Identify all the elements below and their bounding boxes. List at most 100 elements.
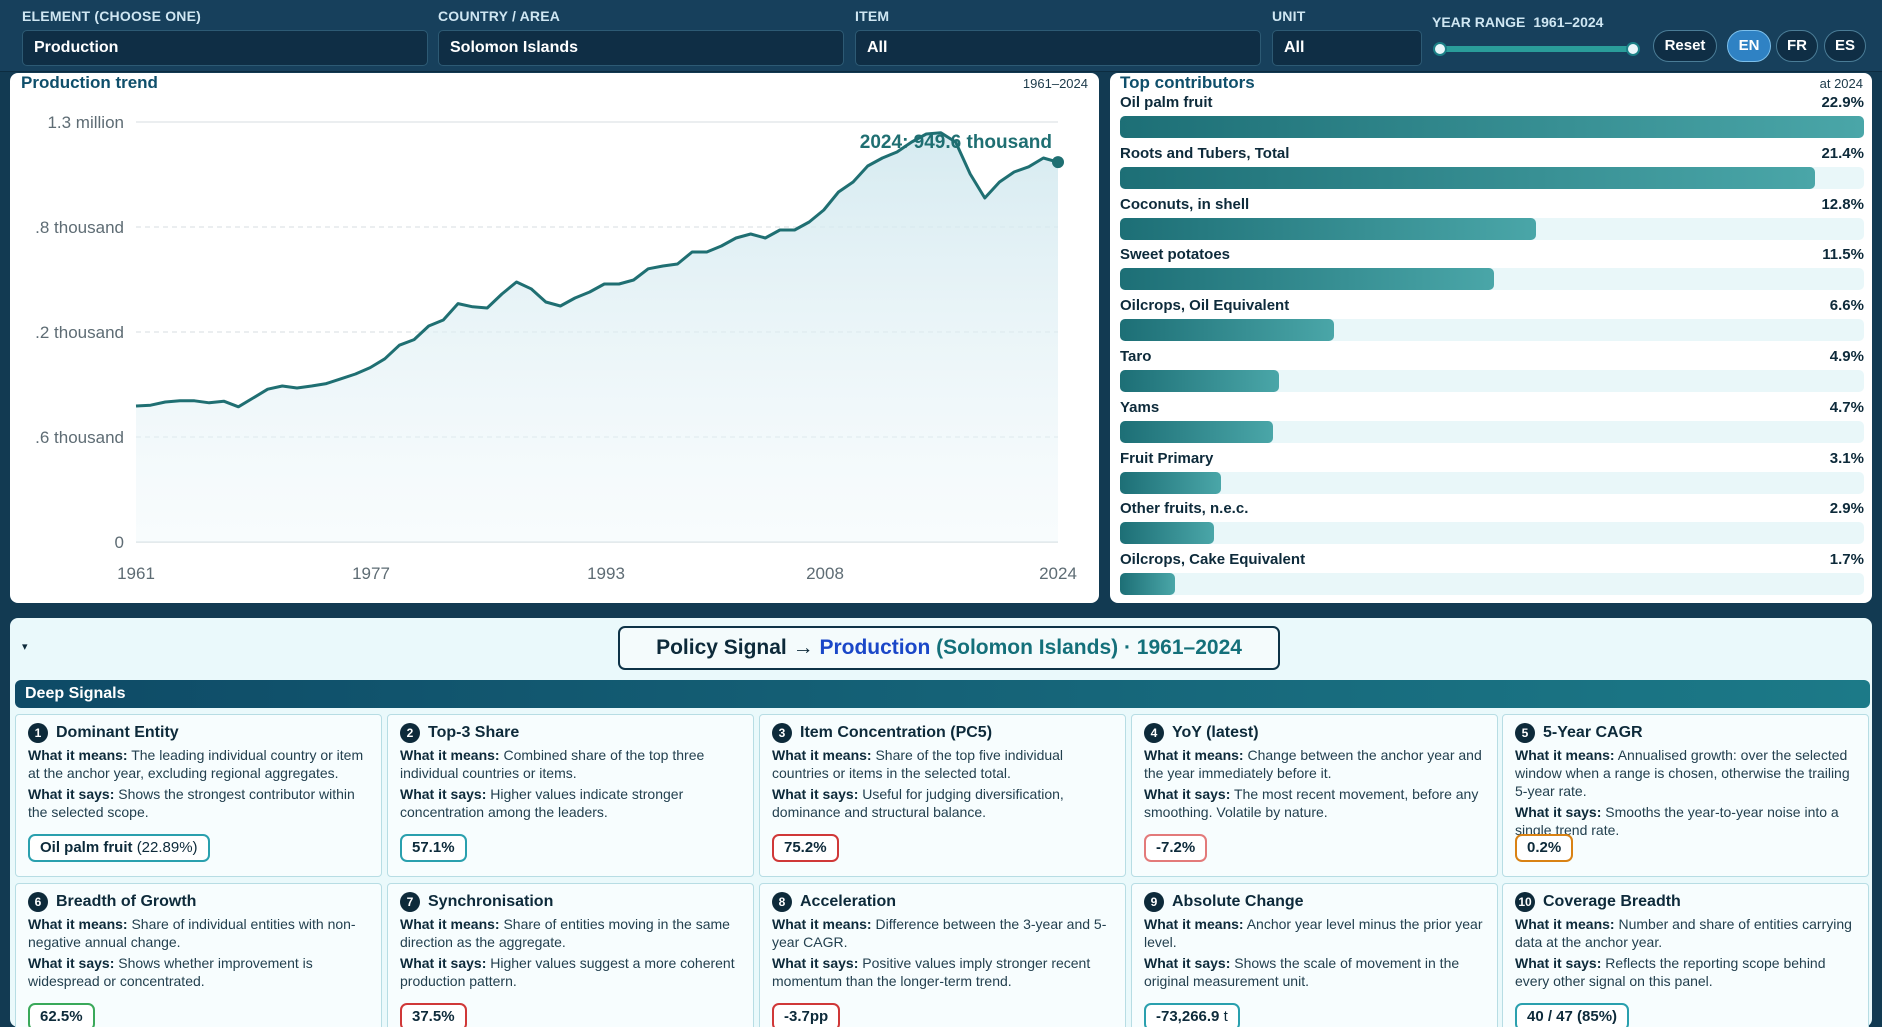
signal-says: What it says: The most recent movement, … [1144, 785, 1485, 821]
signal-number: 7 [400, 892, 420, 912]
trend-line [135, 131, 1059, 409]
x-tick-label: 1993 [587, 564, 625, 583]
reset-button[interactable]: Reset [1653, 30, 1717, 62]
element-select[interactable]: Production [22, 30, 428, 66]
country-filter: COUNTRY / AREA Solomon Islands [438, 6, 844, 66]
signal-number: 3 [772, 723, 792, 743]
means-label: What it means: [1515, 916, 1615, 932]
contributor-row: Roots and Tubers, Total 21.4% [1120, 145, 1864, 195]
policy-country: (Solomon Islands) [936, 636, 1119, 659]
contributor-bar-track [1120, 166, 1864, 189]
signal-means: What it means: Share of entities moving … [400, 915, 741, 951]
contributor-name: Sweet potatoes [1120, 246, 1231, 264]
contributor-bar [1120, 319, 1335, 342]
signal-card-header: 6 Breadth of Growth [28, 892, 369, 912]
means-label: What it means: [28, 916, 128, 932]
signal-means: What it means: Change between the anchor… [1144, 746, 1485, 782]
y-tick-label: 0 [115, 533, 124, 552]
signal-value-sub: t [1223, 1008, 1228, 1025]
signal-says: What it says: Positive values imply stro… [772, 954, 1113, 990]
contributor-bar-track [1120, 522, 1864, 545]
signal-value: 57.1% [412, 839, 455, 856]
means-text: Share of entities moving in the same dir… [400, 916, 730, 950]
means-text: Combined share of the top three individu… [400, 747, 705, 781]
signal-means: What it means: The leading individual co… [28, 746, 369, 782]
signal-value-badge: 57.1% [400, 834, 467, 862]
says-text: Shows the scale of movement in the origi… [1144, 955, 1460, 989]
filter-bar: ELEMENT (CHOOSE ONE) Production COUNTRY … [0, 0, 1882, 72]
collapse-toggle[interactable]: ▾ [22, 641, 28, 653]
signal-card-header: 4 YoY (latest) [1144, 723, 1485, 743]
trend-range: 1961–2024 [1022, 76, 1088, 91]
lang-es-button[interactable]: ES [1824, 30, 1866, 62]
contributor-bar [1120, 420, 1273, 443]
signal-value: Oil palm fruit [40, 839, 133, 856]
unit-select[interactable]: All [1272, 30, 1422, 66]
signal-number: 4 [1144, 723, 1164, 743]
signal-value: -7.2% [1156, 839, 1196, 856]
trend-chart: 1.3 million .8 thousand .2 thousand .6 thou… [35, 113, 1077, 583]
signal-number: 1 [28, 723, 48, 743]
signal-value: 40 / 47 (85%) [1527, 1008, 1618, 1025]
contributor-bar-track [1120, 268, 1864, 291]
says-text: Higher values suggest a more coherent pr… [400, 955, 735, 989]
says-label: What it says: [400, 786, 487, 802]
signal-card: 6 Breadth of Growth What it means: Share o… [15, 883, 382, 1027]
contributor-name: Taro [1120, 348, 1152, 365]
item-filter-label: ITEM [855, 8, 890, 24]
signal-card-header: 7 Synchronisation [400, 892, 741, 912]
signal-value: 75.2% [784, 839, 827, 856]
signal-value: 62.5% [40, 1008, 83, 1025]
contributor-row: Taro 4.9% [1120, 348, 1864, 398]
contributor-name: Oil palm fruit [1120, 94, 1213, 111]
country-select[interactable]: Solomon Islands [438, 30, 844, 66]
says-text: Shows whether improvement is widespread … [28, 955, 313, 989]
lang-en-button[interactable]: EN [1727, 30, 1771, 62]
contributor-name: Fruit Primary [1120, 449, 1214, 467]
contributor-share: 3.1% [1829, 449, 1864, 467]
means-label: What it means: [1144, 916, 1244, 932]
signal-value-badge: -73,266.9 t [1144, 1003, 1240, 1027]
means-label: What it means: [1515, 747, 1615, 763]
signal-value: 0.2% [1527, 839, 1562, 856]
signal-number: 6 [28, 892, 48, 912]
year-range-track[interactable] [1440, 46, 1634, 52]
contributor-bar [1120, 116, 1864, 138]
signal-means: What it means: Difference between the 3-… [772, 915, 1113, 951]
contributor-bar [1120, 268, 1494, 291]
signal-title: Breadth of Growth [56, 893, 197, 910]
x-tick-label: 1961 [117, 564, 155, 583]
signal-card-header: 10 Coverage Breadth [1515, 892, 1856, 912]
year-range-end-handle[interactable] [1626, 42, 1640, 56]
y-tick-label: .2 thousand [35, 323, 124, 342]
item-select[interactable]: All [855, 30, 1261, 66]
signal-card: 8 Acceleration What it means: Difference b… [759, 883, 1126, 1027]
contributor-share: 4.7% [1829, 398, 1864, 416]
means-label: What it means: [400, 916, 500, 932]
signal-title: YoY (latest) [1172, 724, 1259, 741]
contributor-row: Sweet potatoes 11.5% [1120, 246, 1864, 296]
contributor-bar-track [1120, 420, 1864, 443]
signal-card: 5 5-Year CAGR What it means: Annualised gr… [1502, 714, 1869, 877]
contributor-share: 1.7% [1829, 551, 1864, 569]
contributor-share: 2.9% [1829, 500, 1864, 518]
signal-number: 9 [1144, 892, 1164, 912]
signal-title: Item Concentration (PC5) [800, 724, 993, 741]
means-label: What it means: [400, 747, 500, 763]
y-tick-label: .8 thousand [35, 218, 124, 237]
means-text: Annualised growth: over the selected win… [1515, 747, 1850, 799]
trend-annotation: 2024: 949.6 thousand [860, 132, 1052, 153]
contributor-name: Coconuts, in shell [1120, 195, 1250, 213]
signal-card: 2 Top-3 Share What it means: Combined shar… [387, 714, 754, 877]
contributor-name: Roots and Tubers, Total [1120, 144, 1290, 162]
trend-area [136, 132, 1058, 543]
signal-value-badge: 37.5% [400, 1003, 467, 1027]
year-range-start-handle[interactable] [1433, 42, 1447, 56]
policy-range: · 1961–2024 [1123, 636, 1242, 659]
lang-fr-button[interactable]: FR [1776, 30, 1818, 62]
signal-says: What it says: Useful for judging diversi… [772, 785, 1113, 821]
contributor-row: Fruit Primary 3.1% [1120, 450, 1864, 500]
signal-value: -3.7pp [784, 1008, 829, 1025]
signal-card: 10 Coverage Breadth What it means: Number … [1502, 883, 1869, 1027]
signal-means: What it means: Combined share of the top… [400, 746, 741, 782]
